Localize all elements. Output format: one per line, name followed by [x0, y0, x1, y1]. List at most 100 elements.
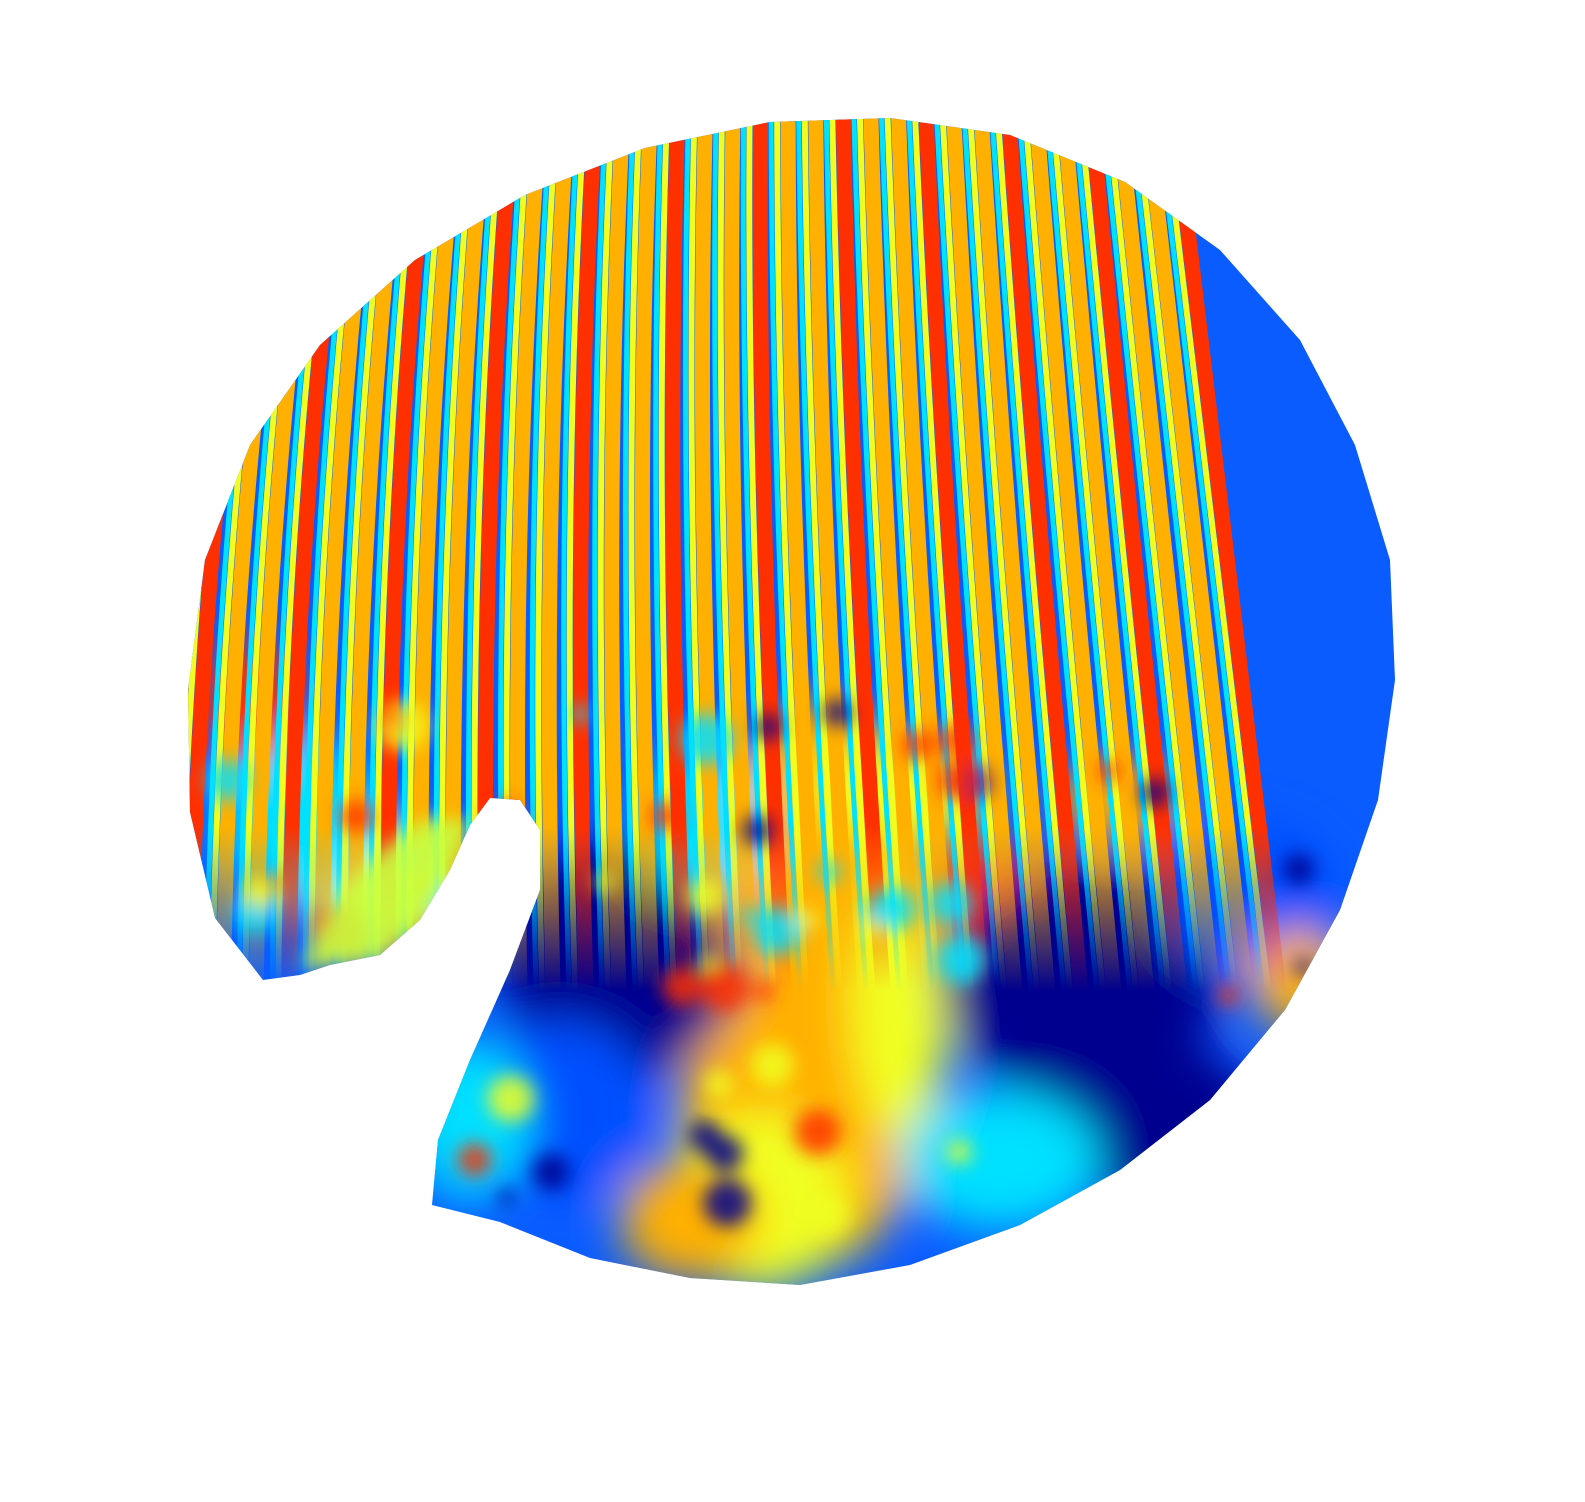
color-spot — [741, 907, 758, 924]
color-spot — [797, 909, 818, 930]
notch-wedge — [300, 820, 470, 968]
color-spot — [1294, 958, 1312, 977]
color-spot — [1140, 778, 1170, 807]
color-spot — [939, 722, 974, 757]
stripe-cool-edge — [986, 118, 1068, 1001]
stripe-warm — [694, 118, 726, 1008]
color-spot — [482, 801, 526, 845]
color-spot — [864, 919, 884, 940]
color-spot — [595, 872, 614, 892]
stripe-cool-edge — [1068, 118, 1167, 1001]
color-blob — [900, 1090, 1100, 1230]
stripe-edge — [883, 118, 942, 1001]
stripe-edge — [658, 118, 678, 1001]
color-spot — [703, 1179, 752, 1227]
stripe-cool-edge — [1095, 118, 1200, 1001]
stripe-warm — [724, 118, 760, 1008]
color-spot — [416, 960, 444, 989]
color-spot — [377, 701, 428, 751]
stripe-edge — [937, 118, 1008, 1001]
stripe-cool-edge — [795, 118, 837, 1001]
stripe-cool-edge — [622, 118, 638, 1001]
stripe-cool-edge — [768, 118, 804, 1001]
stripe-cool-edge — [1041, 118, 1134, 1001]
color-spot — [399, 1029, 424, 1055]
stripe-warm — [889, 118, 958, 1008]
stripe-warm — [752, 118, 793, 1008]
color-spot — [750, 1043, 795, 1088]
stripe-cool-edge — [1014, 118, 1101, 1001]
color-spot — [379, 1196, 412, 1229]
color-spot — [928, 882, 972, 925]
stripe-warm — [780, 118, 826, 1008]
color-spot — [937, 935, 986, 984]
stripe-warm — [634, 118, 660, 1008]
color-spot — [706, 1135, 744, 1173]
stripe-warm — [862, 118, 925, 1008]
stripe-cool-edge — [740, 118, 771, 1001]
stripe-warm — [541, 118, 578, 1008]
color-spot — [680, 713, 732, 765]
stripe-warm — [971, 118, 1057, 1008]
stripe-edge — [910, 118, 975, 1001]
color-spot — [742, 815, 773, 846]
color-spot — [384, 709, 404, 729]
stripe-edge — [597, 118, 617, 1001]
stripe-edge — [1074, 118, 1173, 1001]
color-spot — [807, 1195, 847, 1235]
stripe-cool-edge — [712, 118, 738, 1001]
stripe-edge — [856, 118, 909, 1001]
color-spot — [243, 875, 276, 909]
color-spot — [937, 759, 978, 801]
stripe-cool-edge — [850, 118, 903, 1001]
stripe-edge — [828, 118, 876, 1001]
stripe-warm — [665, 118, 693, 1008]
color-spot — [1098, 760, 1121, 783]
color-spot — [687, 878, 724, 914]
stripe-edge — [1101, 118, 1206, 1001]
stripe-edge — [1019, 118, 1107, 1001]
stripe-cool-edge — [959, 118, 1035, 1001]
color-spot — [662, 966, 703, 1007]
stripe-warm — [1080, 118, 1189, 1008]
stripe-edge — [566, 118, 590, 1001]
color-spot — [755, 714, 782, 741]
stripe-cool-edge — [932, 118, 1002, 1001]
stripe-cool-edge — [1123, 118, 1233, 1001]
stripe-cool-edge — [905, 118, 969, 1001]
stripe-warm — [604, 118, 633, 1008]
stripe-warm — [807, 118, 859, 1008]
color-spot — [207, 759, 249, 801]
stripe-cool-edge — [561, 118, 583, 1001]
stripe-cool-edge — [653, 118, 671, 1001]
stripe-warm — [917, 118, 991, 1008]
color-spot — [823, 698, 852, 727]
color-spot — [871, 887, 916, 931]
color-spot — [753, 907, 802, 955]
stripe-warm — [1026, 118, 1123, 1008]
stripe-edge — [774, 118, 810, 1001]
stripe-warm — [1053, 118, 1156, 1008]
color-spot — [498, 1189, 515, 1206]
hot-spots — [207, 698, 1315, 1235]
stripe-edge — [801, 118, 843, 1001]
stripe-edge — [965, 118, 1041, 1001]
color-spot — [794, 1108, 841, 1156]
stripe-warm — [944, 118, 1024, 1008]
color-spot — [818, 861, 840, 883]
color-spot — [1011, 1019, 1038, 1046]
color-spot — [487, 1075, 535, 1123]
color-spot — [457, 1143, 491, 1177]
stripe-warm — [573, 118, 605, 1008]
stripe-cool-edge — [823, 118, 870, 1001]
color-spot — [947, 1140, 972, 1165]
stripe-cool-edge — [592, 118, 611, 1001]
color-spot — [1282, 853, 1315, 885]
stripe-warm — [998, 118, 1090, 1008]
color-spot — [340, 800, 373, 833]
stripe-edge — [746, 118, 777, 1001]
color-spot — [700, 963, 749, 1012]
stripe-cool-edge — [877, 118, 936, 1001]
color-spot — [705, 1070, 734, 1099]
